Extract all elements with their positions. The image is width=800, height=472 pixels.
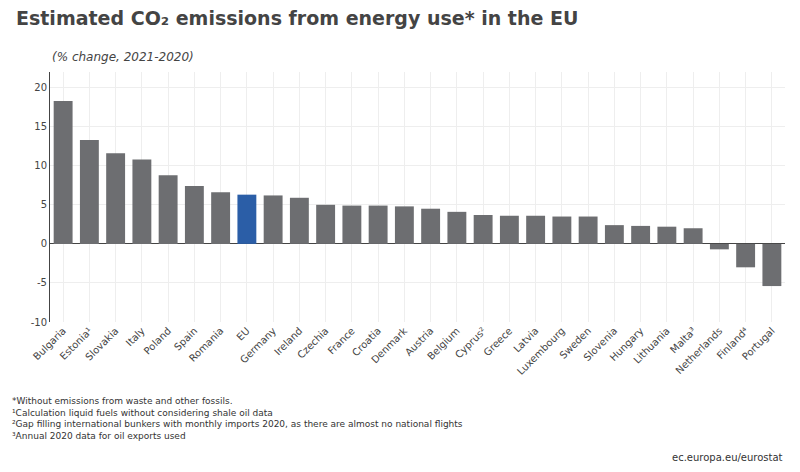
svg-text:Slovenia: Slovenia [581, 325, 619, 363]
svg-text:Portugal: Portugal [740, 325, 777, 362]
svg-text:(% change, 2021-2020): (% change, 2021-2020) [52, 50, 194, 64]
svg-text:Bulgaria: Bulgaria [31, 325, 68, 362]
svg-text:Estimated CO₂ emissions from e: Estimated CO₂ emissions from energy use*… [16, 7, 578, 29]
svg-text:Spain: Spain [172, 325, 200, 353]
svg-text:Denmark: Denmark [369, 325, 409, 365]
svg-text:Hungary: Hungary [608, 325, 646, 363]
svg-text:Malta³: Malta³ [668, 325, 698, 355]
svg-text:Latvia: Latvia [511, 325, 540, 354]
svg-text:Ireland: Ireland [272, 325, 304, 357]
svg-text:5: 5 [41, 199, 47, 210]
svg-text:Czechia: Czechia [295, 325, 330, 360]
svg-text:Finland⁴: Finland⁴ [715, 325, 751, 361]
svg-text:Romania: Romania [187, 325, 226, 364]
svg-text:10: 10 [34, 160, 47, 171]
svg-text:Croatia: Croatia [350, 325, 383, 358]
svg-text:Estonia¹: Estonia¹ [58, 325, 95, 362]
svg-text:Austria: Austria [403, 325, 436, 358]
svg-text:Italy: Italy [124, 325, 147, 348]
svg-text:-5: -5 [37, 277, 47, 288]
svg-text:Slovakia: Slovakia [83, 325, 120, 362]
svg-text:Sweden: Sweden [557, 325, 593, 361]
svg-text:EU: EU [234, 325, 251, 342]
svg-text:Poland: Poland [142, 325, 173, 356]
svg-text:0: 0 [41, 238, 47, 249]
svg-text:Lithuania: Lithuania [631, 325, 672, 366]
svg-text:15: 15 [34, 121, 47, 132]
svg-text:Netherlands: Netherlands [673, 325, 724, 376]
svg-text:*Without emissions from waste: *Without emissions from waste and other … [12, 396, 463, 441]
svg-text:Cyprus²: Cyprus² [453, 325, 488, 360]
svg-text:France: France [326, 325, 357, 356]
svg-text:20: 20 [34, 82, 47, 93]
svg-text:Belgium: Belgium [425, 325, 462, 362]
svg-text:ec.europa.eu/eurostat: ec.europa.eu/eurostat [672, 452, 783, 463]
svg-text:Luxembourg: Luxembourg [515, 325, 567, 377]
svg-text:Greece: Greece [481, 325, 514, 358]
svg-text:Germany: Germany [238, 325, 278, 365]
svg-text:-10: -10 [31, 317, 47, 328]
